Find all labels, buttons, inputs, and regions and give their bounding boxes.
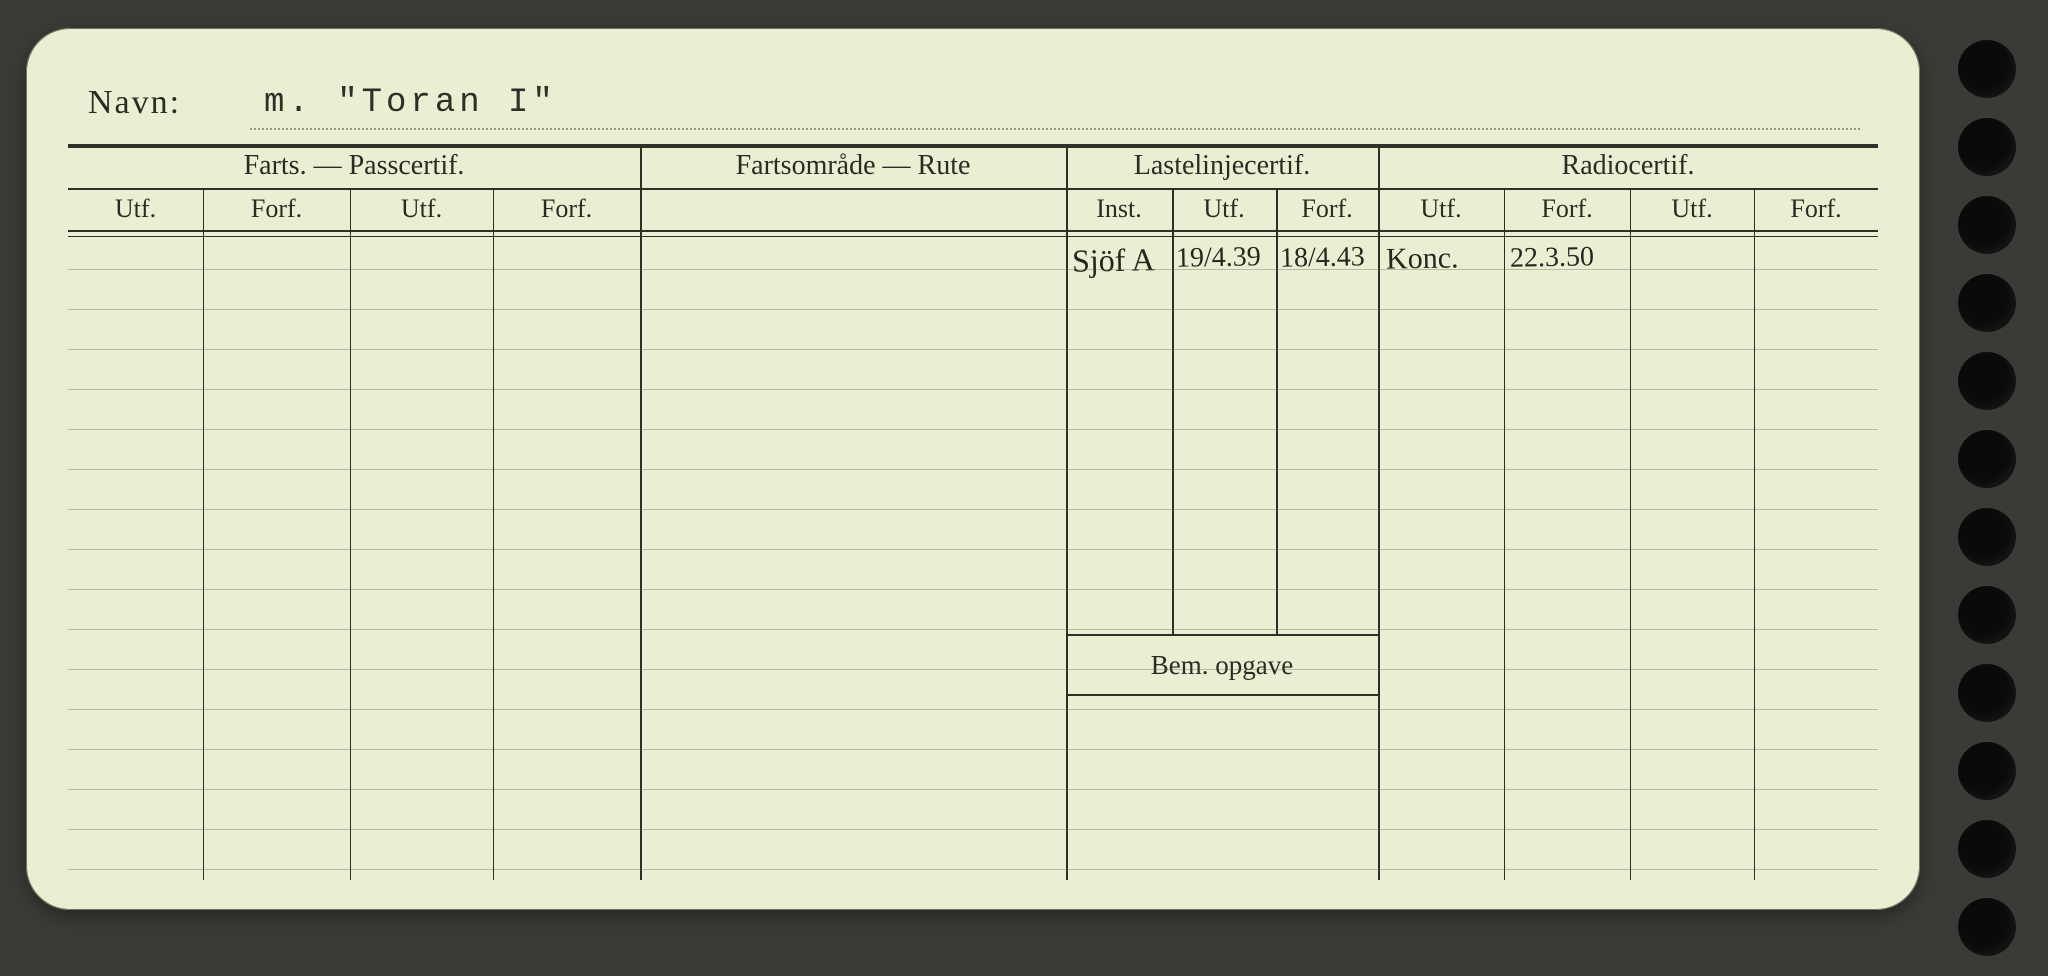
binder-hole: [1958, 898, 2016, 956]
v-divider-2: [1066, 144, 1068, 880]
binder-hole: [1958, 664, 2016, 722]
entry-radio-utf: Konc.: [1386, 241, 1459, 276]
binder-hole: [1958, 508, 2016, 566]
sub-radio-utf1: Utf.: [1378, 194, 1504, 224]
bem-opgave-label: Bem. opgave: [1066, 650, 1378, 681]
sub-farts-utf2: Utf.: [350, 194, 493, 224]
v-divider-3: [1378, 144, 1380, 880]
v-radio-1: [1504, 188, 1505, 880]
binder-hole: [1958, 196, 2016, 254]
rule-top: [68, 144, 1878, 148]
navn-value: m. "Toran I": [264, 84, 557, 122]
entry-laste-forf: 18/4.43: [1280, 241, 1365, 274]
rule-subheader: [68, 230, 1878, 232]
sub-laste-forf: Forf.: [1276, 194, 1378, 224]
hdr-lastelinjecertif: Lastelinjecertif.: [1066, 150, 1378, 182]
binder-hole: [1958, 586, 2016, 644]
sub-laste-inst: Inst.: [1066, 194, 1172, 224]
rule-subheader-double: [68, 236, 1878, 237]
v-laste-1: [1172, 188, 1174, 634]
binder-hole: [1958, 40, 2016, 98]
index-card: Navn: m. "Toran I" Farts. — Passcertif. …: [26, 28, 1920, 910]
v-divider-1: [640, 144, 642, 880]
v-farts-1: [203, 188, 204, 880]
sub-radio-utf2: Utf.: [1630, 194, 1754, 224]
navn-label: Navn:: [88, 84, 181, 122]
v-laste-2: [1276, 188, 1278, 634]
binder-hole: [1958, 742, 2016, 800]
v-farts-2: [350, 188, 351, 880]
entry-laste-utf: 19/4.39: [1176, 241, 1261, 274]
navn-row: Navn: m. "Toran I": [88, 84, 1860, 136]
bem-opgave-top-rule: [1066, 634, 1378, 636]
sub-radio-forf1: Forf.: [1504, 194, 1630, 224]
bem-opgave-mid-rule: [1066, 694, 1378, 696]
navn-dotted-line: [250, 128, 1860, 130]
sub-farts-utf1: Utf.: [68, 194, 203, 224]
binder-hole: [1958, 274, 2016, 332]
binder-holes: [1958, 40, 2028, 976]
hdr-fartsomrade-rute: Fartsområde — Rute: [640, 150, 1066, 182]
v-radio-3: [1754, 188, 1755, 880]
ruled-lines: [68, 230, 1878, 880]
entry-radio-forf: 22.3.50: [1510, 241, 1595, 274]
sub-farts-forf2: Forf.: [493, 194, 640, 224]
v-farts-3: [493, 188, 494, 880]
sub-laste-utf: Utf.: [1172, 194, 1276, 224]
rule-header-mid: [68, 188, 1878, 190]
binder-hole: [1958, 820, 2016, 878]
entry-laste-inst: Sjöf A: [1072, 241, 1155, 279]
v-radio-2: [1630, 188, 1631, 880]
binder-hole: [1958, 352, 2016, 410]
hdr-radiocertif: Radiocertif.: [1378, 150, 1878, 182]
binder-hole: [1958, 430, 2016, 488]
sub-farts-forf1: Forf.: [203, 194, 350, 224]
sub-radio-forf2: Forf.: [1754, 194, 1878, 224]
binder-hole: [1958, 118, 2016, 176]
hdr-farts-passcertif: Farts. — Passcertif.: [68, 150, 640, 182]
